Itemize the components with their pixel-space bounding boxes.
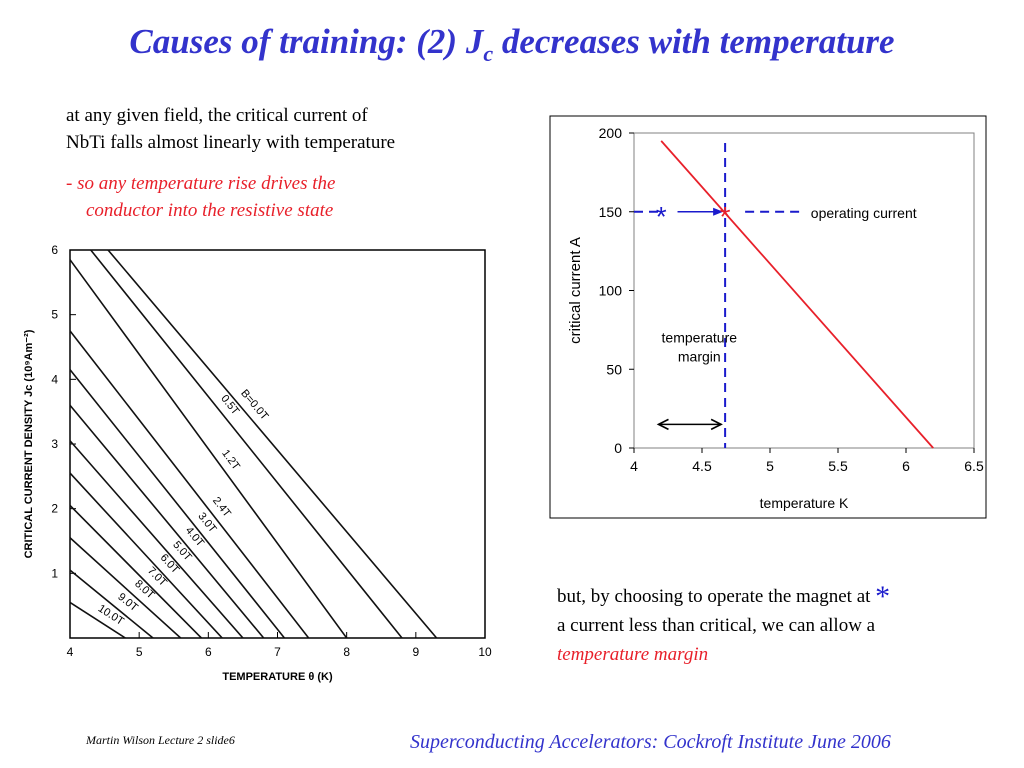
y-tick-label: 5 xyxy=(51,308,58,322)
x-tick-label: 6 xyxy=(205,645,212,659)
x-tick-label: 5 xyxy=(766,458,774,474)
y-tick-label: 3 xyxy=(51,437,58,451)
series-line xyxy=(69,601,126,639)
footer-course: Superconducting Accelerators: Cockroft I… xyxy=(410,731,891,753)
series-line xyxy=(69,259,348,639)
y-tick-label: 150 xyxy=(599,204,623,220)
operating-point-star: * xyxy=(656,201,667,232)
temperature-margin-label-1: temperature xyxy=(662,329,738,345)
critical-point-star: * xyxy=(720,201,731,232)
bottom-line-2: a current less than critical, we can all… xyxy=(557,615,876,636)
series-line xyxy=(69,404,265,639)
critical-current-density-chart: 4 5 6 7 8 9 10 1 2 3 4 5 6 TEMPERATURE θ (K) CRITICAL … xyxy=(23,243,492,683)
y-tick-label: 6 xyxy=(51,243,58,257)
operating-arrow-head xyxy=(713,207,724,216)
x-tick-label: 4 xyxy=(67,645,74,659)
y-tick-label: 0 xyxy=(614,440,622,456)
x-tick-label: 7 xyxy=(274,645,281,659)
x-tick-label: 5 xyxy=(136,645,143,659)
critical-current-chart: 4 4.5 5 5.5 6 6.5 0 50 100 150 200 temperature K cri… xyxy=(549,115,987,519)
y-tick-label: 200 xyxy=(599,125,623,141)
y-tick-label: 4 xyxy=(51,372,58,386)
x-tick-label: 10 xyxy=(478,645,492,659)
y-tick-label: 50 xyxy=(606,361,622,377)
x-tick-label: 8 xyxy=(343,645,350,659)
bottom-line-1: but, by choosing to operate the magnet a… xyxy=(557,580,891,613)
consequence-line-2: conductor into the resistive state xyxy=(86,200,334,221)
x-tick-label: 6.5 xyxy=(964,458,984,474)
consequence-line-1: - so any temperature rise drives the xyxy=(66,173,336,194)
temperature-margin-label-2: margin xyxy=(678,348,721,364)
x-tick-label: 9 xyxy=(412,645,419,659)
x-tick-label: 4.5 xyxy=(692,458,712,474)
series-line xyxy=(69,537,182,639)
consequence-text: - so any temperature rise drives the con… xyxy=(66,170,335,224)
margin-arrow-right-head xyxy=(710,418,723,431)
star-marker: * xyxy=(875,580,891,613)
series-line xyxy=(69,369,286,639)
margin-arrow-left-head xyxy=(656,418,669,431)
series-line xyxy=(90,249,403,639)
x-axis-label: temperature K xyxy=(760,495,849,511)
bottom-line-3: temperature margin xyxy=(557,644,709,665)
series-line xyxy=(69,472,223,639)
series-line xyxy=(69,504,202,639)
intro-text: at any given field, the critical current… xyxy=(66,102,395,156)
y-tick-label: 1 xyxy=(51,566,58,580)
bottom-text: but, by choosing to operate the magnet a… xyxy=(557,578,890,669)
intro-line-1: at any given field, the critical current… xyxy=(66,105,368,126)
series-label: B=0.0T xyxy=(238,387,270,422)
slide-title: Causes of training: (2) Jc decreases wit… xyxy=(129,22,895,66)
x-tick-label: 6 xyxy=(902,458,910,474)
x-tick-label: 5.5 xyxy=(828,458,848,474)
series-line xyxy=(107,249,438,639)
chart-border xyxy=(549,115,987,519)
series-label: 10.0T xyxy=(96,603,126,628)
intro-line-2: NbTi falls almost linearly with temperat… xyxy=(66,132,396,153)
series-line xyxy=(69,330,310,639)
y-tick-label: 2 xyxy=(51,502,58,516)
plot-frame xyxy=(69,249,486,639)
x-tick-label: 4 xyxy=(630,458,638,474)
footer-author: Martin Wilson Lecture 2 slide6 xyxy=(86,733,235,747)
y-tick-label: 100 xyxy=(599,283,623,299)
series-line xyxy=(69,569,154,639)
critical-current-line xyxy=(660,140,934,449)
operating-current-label: operating current xyxy=(811,205,917,221)
y-axis-label: critical current A xyxy=(567,237,584,344)
x-axis-label: TEMPERATURE θ (K) xyxy=(222,671,333,683)
series-line xyxy=(69,440,244,639)
y-axis-label: CRITICAL CURRENT DENSITY Jc (10⁹Am⁻²) xyxy=(23,329,35,558)
